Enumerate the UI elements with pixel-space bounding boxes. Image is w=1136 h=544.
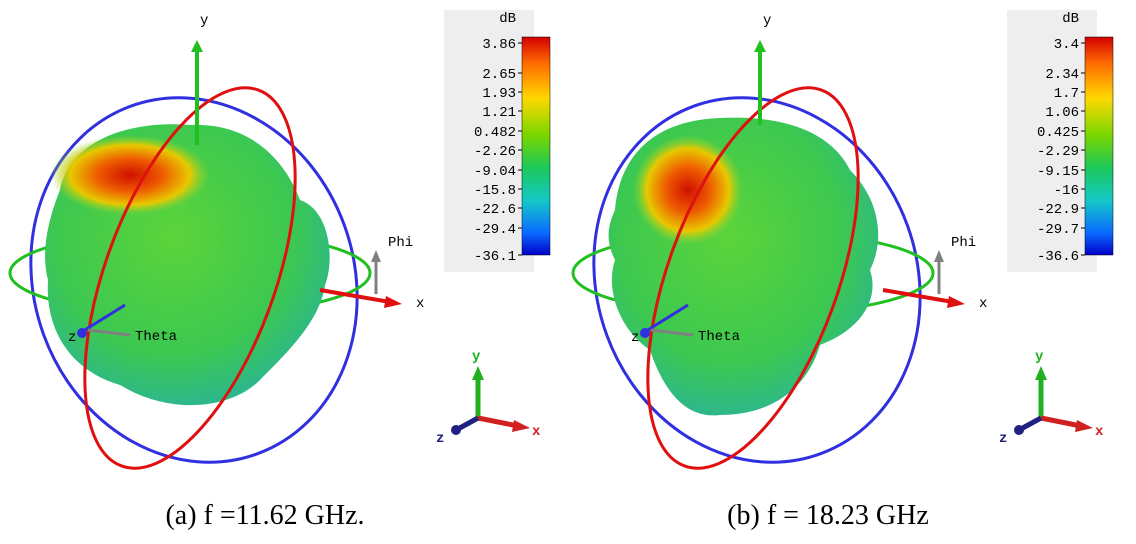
- colorbar-label: 1.7: [1054, 86, 1079, 102]
- z-dot: [640, 328, 650, 338]
- triad-x: [477, 415, 519, 429]
- colorbar-label: 3.4: [1054, 37, 1079, 53]
- phi-label: Phi: [951, 235, 976, 251]
- triad-y-head: [472, 366, 484, 380]
- phi-head: [371, 250, 381, 262]
- triad-z-head: [1014, 425, 1024, 435]
- colorbar-label: -29.7: [1037, 222, 1079, 238]
- colorbar-label: -22.9: [1037, 202, 1079, 218]
- blue-ring: [592, 96, 922, 464]
- phi-label: Phi: [388, 235, 413, 251]
- triad-y-label: y: [1035, 349, 1044, 365]
- colorbar-label: -15.8: [474, 183, 516, 199]
- triad-x: [1040, 415, 1082, 429]
- z-axis: [642, 303, 689, 335]
- triad-y-head: [1035, 366, 1047, 380]
- x-arrow: [384, 296, 402, 308]
- panel: y x Phi Theta z dB 3.4 2.34 1.7 1.06 0.425 -2.29 -9.…: [571, 10, 1114, 531]
- colorbar-unit: dB: [499, 11, 516, 27]
- colorbar-label: -36.6: [1037, 249, 1079, 265]
- colorbar-label: 1.21: [482, 105, 516, 121]
- colorbar-label: 2.65: [482, 67, 516, 83]
- colorbar-label: -2.29: [1037, 144, 1079, 160]
- triad-x-label: x: [532, 424, 541, 440]
- triad-z-label: z: [999, 431, 1007, 447]
- x-label: x: [979, 296, 987, 312]
- hot-spot: [633, 135, 743, 245]
- x-arrow: [947, 296, 965, 308]
- panel: y x Phi Theta z dB 3.86 2.65 1.93 1.21 0.482 -2.26 -…: [8, 10, 551, 531]
- hot-spot: [50, 135, 210, 215]
- theta-arrow: [650, 328, 694, 337]
- colorbar-label: 2.34: [1045, 67, 1079, 83]
- triad-y-label: y: [472, 349, 481, 365]
- y-label: y: [763, 13, 771, 29]
- x-label: x: [416, 296, 424, 312]
- colorbar-label: -9.15: [1037, 164, 1079, 180]
- colorbar-label: 0.425: [1037, 125, 1079, 141]
- triad-z-head: [451, 425, 461, 435]
- colorbar-label: -9.04: [474, 164, 516, 180]
- x-axis: [319, 288, 391, 304]
- red-ring: [646, 86, 860, 470]
- caption: (a) f =11.62 GHz.: [165, 500, 364, 531]
- colorbar-label: -16: [1054, 183, 1079, 199]
- colorbar-label: -22.6: [474, 202, 516, 218]
- y-arrow: [754, 40, 766, 52]
- theta-arrow: [87, 328, 131, 337]
- colorbar-label: 3.86: [482, 37, 516, 53]
- z-label: z: [631, 330, 639, 346]
- z-label: z: [68, 330, 76, 346]
- colorbar-label: -29.4: [474, 222, 516, 238]
- colorbar-label: 0.482: [474, 125, 516, 141]
- red-ring: [83, 86, 297, 470]
- blue-ring: [29, 96, 359, 464]
- colorbar-label: 1.06: [1045, 105, 1079, 121]
- triad-x-head: [512, 420, 530, 432]
- triad-x-head: [1075, 420, 1093, 432]
- colorbar: [1084, 36, 1114, 256]
- y-arrow: [191, 40, 203, 52]
- colorbar-label: -36.1: [474, 249, 516, 265]
- colorbar-label: 1.93: [482, 86, 516, 102]
- y-label: y: [200, 13, 208, 29]
- colorbar-unit: dB: [1062, 11, 1079, 27]
- z-dot: [77, 328, 87, 338]
- triad-z-label: z: [436, 431, 444, 447]
- caption: (b) f = 18.23 GHz: [727, 500, 929, 531]
- theta-label: Theta: [698, 329, 740, 345]
- x-axis: [882, 288, 954, 304]
- triad-x-label: x: [1095, 424, 1104, 440]
- z-axis: [79, 303, 126, 335]
- colorbar: [521, 36, 551, 256]
- phi-head: [934, 250, 944, 262]
- colorbar-label: -2.26: [474, 144, 516, 160]
- theta-label: Theta: [135, 329, 177, 345]
